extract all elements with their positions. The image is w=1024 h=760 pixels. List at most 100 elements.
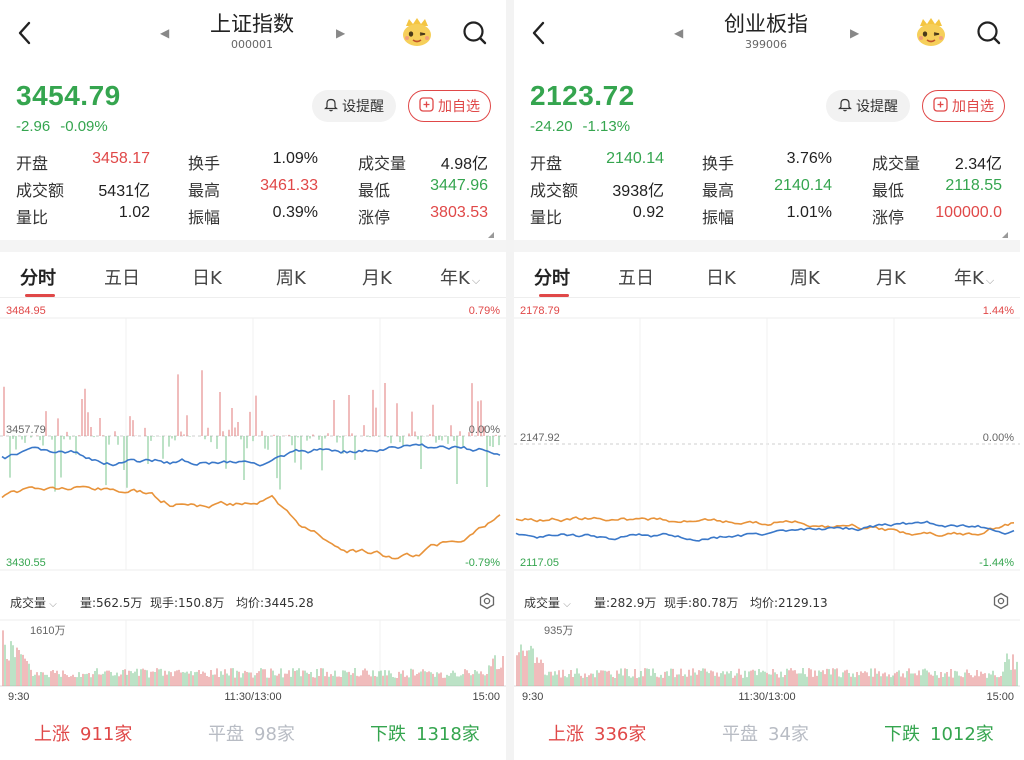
stat-label: 最低	[358, 181, 391, 200]
intraday-chart[interactable]: 3484.95 0.79% 3457.79 0.00% 3430.55 -0.79%	[0, 298, 506, 588]
stats-row: 成交额 3938亿 最高 2140.14 最低 2118.55	[530, 177, 1010, 204]
advance-label: 上涨	[34, 724, 70, 745]
tab-monthly-k[interactable]: 月K	[876, 268, 906, 289]
index-title: 创业板指	[724, 12, 808, 36]
set-alert-button[interactable]: 设提醒	[826, 90, 910, 122]
nav-right-arrow-icon[interactable]: ▶	[336, 26, 346, 40]
mascot-icon[interactable]	[914, 16, 948, 48]
nav-left-arrow-icon[interactable]: ◀	[674, 26, 684, 40]
index-title: 上证指数	[210, 12, 294, 36]
volume-selector[interactable]: 成交量 ⌵	[10, 594, 57, 611]
stat-label: 换手	[702, 154, 735, 173]
tab-five-day[interactable]: 五日	[104, 268, 140, 289]
change-line: -2.96 -0.09%	[16, 118, 121, 135]
stat-label: 最低	[872, 181, 905, 200]
stats-grid: 开盘 2140.14 换手 3.76% 成交量 2.34亿 成交额 3938亿 …	[530, 150, 1010, 231]
stat-value: 3938亿	[612, 183, 664, 200]
price-line	[1, 443, 501, 467]
stat-value: 100000.0	[935, 204, 1002, 221]
stat-label: 开盘	[16, 154, 49, 173]
stats-row: 量比 1.02 振幅 0.39% 涨停 3803.53	[16, 204, 496, 231]
tab-daily-k[interactable]: 日K	[192, 268, 222, 289]
volume-selector[interactable]: 成交量 ⌵	[524, 594, 571, 611]
tab-monthly-k[interactable]: 月K	[362, 268, 392, 289]
chevron-down-icon: ⌵	[560, 599, 571, 610]
set-alert-button[interactable]: 设提醒	[312, 90, 396, 122]
stat-label: 成交量	[872, 154, 921, 173]
stat-label: 量比	[530, 208, 563, 227]
add-watchlist-button[interactable]: 加自选	[408, 90, 491, 122]
tab-intraday[interactable]: 分时	[534, 268, 570, 289]
volume-max-label: 935万	[544, 625, 573, 637]
plus-square-icon	[419, 96, 434, 116]
header: ◀ 上证指数 000001 ▶	[0, 0, 506, 62]
back-icon[interactable]	[528, 18, 552, 48]
axis-mid-percent: 0.00%	[469, 424, 500, 436]
time-axis-label: 9:30	[522, 691, 543, 703]
axis-bottom-percent: -1.44%	[979, 557, 1014, 569]
chart-tabs: 分时 五日 日K 周K 月K 年K ⌵	[514, 256, 1020, 298]
axis-top-price: 2178.79	[520, 305, 560, 317]
tab-weekly-k[interactable]: 周K	[790, 268, 820, 289]
back-icon[interactable]	[14, 18, 38, 48]
stats-row: 成交额 5431亿 最高 3461.33 最低 3447.96	[16, 177, 496, 204]
market-breadth: 上涨 336家 平盘 34家 下跌 1012家	[514, 716, 1020, 746]
volume-info-bar: 成交量 ⌵ 量:562.5万 现手:150.8万 均价:3445.28	[0, 590, 506, 616]
average-price-line	[515, 516, 1015, 537]
axis-bottom-percent: -0.79%	[465, 557, 500, 569]
tab-five-day[interactable]: 五日	[618, 268, 654, 289]
stat-value: 1.02	[118, 204, 150, 221]
tab-yearly-k[interactable]: 年K ⌵	[440, 264, 480, 290]
change-percent: -0.09%	[60, 118, 108, 135]
tab-yearly-k[interactable]: 年K ⌵	[954, 264, 994, 290]
time-axis-label: 11:30/13:00	[738, 691, 795, 703]
time-axis-label: 11:30/13:00	[224, 691, 281, 703]
nav-left-arrow-icon[interactable]: ◀	[160, 26, 170, 40]
advance-count: 911家	[80, 724, 133, 745]
add-watchlist-button[interactable]: 加自选	[922, 90, 1005, 122]
axis-mid-price: 2147.92	[520, 432, 560, 444]
tab-intraday[interactable]: 分时	[20, 268, 56, 289]
stat-label: 量比	[16, 208, 49, 227]
stats-row: 开盘 3458.17 换手 1.09% 成交量 4.98亿	[16, 150, 496, 177]
gear-icon[interactable]	[992, 592, 1010, 610]
stat-label: 成交额	[530, 181, 579, 200]
current-hand: 现手:150.8万	[150, 596, 225, 610]
tab-yearly-k-label: 年K	[440, 268, 470, 289]
average-price: 均价:2129.13	[750, 596, 828, 610]
change-percent: -1.13%	[582, 118, 631, 135]
stat-value: 3461.33	[260, 177, 318, 194]
gear-icon[interactable]	[478, 592, 496, 610]
advance-count: 336家	[594, 724, 647, 745]
expand-corner-icon[interactable]	[488, 232, 494, 238]
bell-icon	[838, 97, 852, 116]
axis-bottom-price: 2117.05	[520, 557, 559, 569]
stat-label: 换手	[188, 154, 221, 173]
change-line: -24.20 -1.13%	[530, 118, 640, 135]
stat-label: 成交量	[358, 154, 407, 173]
axis-top-price: 3484.95	[6, 305, 46, 317]
index-code: 000001	[231, 38, 273, 51]
quote-block: 2123.72 -24.20 -1.13%	[530, 80, 640, 135]
expand-corner-icon[interactable]	[1002, 232, 1008, 238]
plus-square-icon	[933, 96, 948, 116]
tab-daily-k[interactable]: 日K	[706, 268, 736, 289]
tab-weekly-k[interactable]: 周K	[276, 268, 306, 289]
stat-label: 最高	[188, 181, 221, 200]
chevron-down-icon: ⌵	[471, 274, 481, 287]
search-icon[interactable]	[462, 20, 488, 46]
intraday-chart[interactable]: 2178.79 1.44% 2147.92 0.00% 2117.05 -1.44%	[514, 298, 1020, 588]
stats-grid: 开盘 3458.17 换手 1.09% 成交量 4.98亿 成交额 5431亿 …	[16, 150, 496, 231]
search-icon[interactable]	[976, 20, 1002, 46]
mascot-icon[interactable]	[400, 16, 434, 48]
market-breadth: 上涨 911家 平盘 98家 下跌 1318家	[0, 716, 506, 746]
section-band	[0, 240, 506, 252]
stat-value: 1.01%	[786, 204, 832, 221]
nav-right-arrow-icon[interactable]: ▶	[850, 26, 860, 40]
volume-max-label: 1610万	[30, 625, 65, 637]
decline-count: 1318家	[416, 724, 480, 745]
axis-top-percent: 0.79%	[469, 305, 500, 317]
set-alert-label: 设提醒	[342, 99, 384, 115]
axis-bottom-price: 3430.55	[6, 557, 46, 569]
current-price: 3454.79	[16, 80, 121, 111]
